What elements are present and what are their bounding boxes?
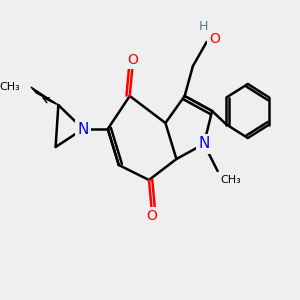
Text: CH₃: CH₃ xyxy=(220,175,241,185)
Text: CH₃: CH₃ xyxy=(0,82,20,92)
Text: N: N xyxy=(198,136,210,152)
Polygon shape xyxy=(31,87,58,105)
Text: N: N xyxy=(77,122,89,136)
Text: O: O xyxy=(146,209,157,223)
Text: H: H xyxy=(199,20,208,34)
Text: O: O xyxy=(127,53,138,67)
Text: O: O xyxy=(209,32,220,46)
